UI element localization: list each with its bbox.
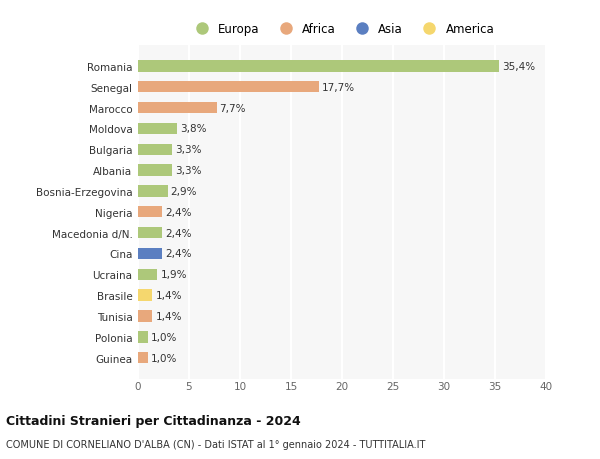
Text: Cittadini Stranieri per Cittadinanza - 2024: Cittadini Stranieri per Cittadinanza - 2… <box>6 414 301 428</box>
Text: 2,9%: 2,9% <box>170 186 197 196</box>
Bar <box>138 165 172 176</box>
Text: 2,4%: 2,4% <box>166 249 192 259</box>
Text: 7,7%: 7,7% <box>220 103 246 113</box>
Bar <box>138 186 167 197</box>
Text: 3,3%: 3,3% <box>175 166 201 176</box>
Bar <box>138 144 172 156</box>
Bar <box>138 61 499 73</box>
Text: 1,4%: 1,4% <box>155 311 182 321</box>
Text: 1,9%: 1,9% <box>160 270 187 280</box>
Bar <box>138 269 157 280</box>
Bar <box>138 227 163 239</box>
Bar <box>138 290 152 301</box>
Bar <box>138 352 148 364</box>
Text: 1,0%: 1,0% <box>151 332 178 342</box>
Bar <box>138 123 177 135</box>
Text: 35,4%: 35,4% <box>502 62 535 72</box>
Text: COMUNE DI CORNELIANO D'ALBA (CN) - Dati ISTAT al 1° gennaio 2024 - TUTTITALIA.IT: COMUNE DI CORNELIANO D'ALBA (CN) - Dati … <box>6 440 425 449</box>
Text: 17,7%: 17,7% <box>322 83 355 93</box>
Bar <box>138 331 148 343</box>
Bar <box>138 82 319 93</box>
Legend: Europa, Africa, Asia, America: Europa, Africa, Asia, America <box>185 18 499 41</box>
Bar <box>138 103 217 114</box>
Bar <box>138 248 163 260</box>
Text: 2,4%: 2,4% <box>166 207 192 217</box>
Text: 3,3%: 3,3% <box>175 145 201 155</box>
Text: 3,8%: 3,8% <box>180 124 206 134</box>
Text: 1,4%: 1,4% <box>155 291 182 301</box>
Text: 2,4%: 2,4% <box>166 228 192 238</box>
Text: 1,0%: 1,0% <box>151 353 178 363</box>
Bar <box>138 207 163 218</box>
Bar <box>138 311 152 322</box>
